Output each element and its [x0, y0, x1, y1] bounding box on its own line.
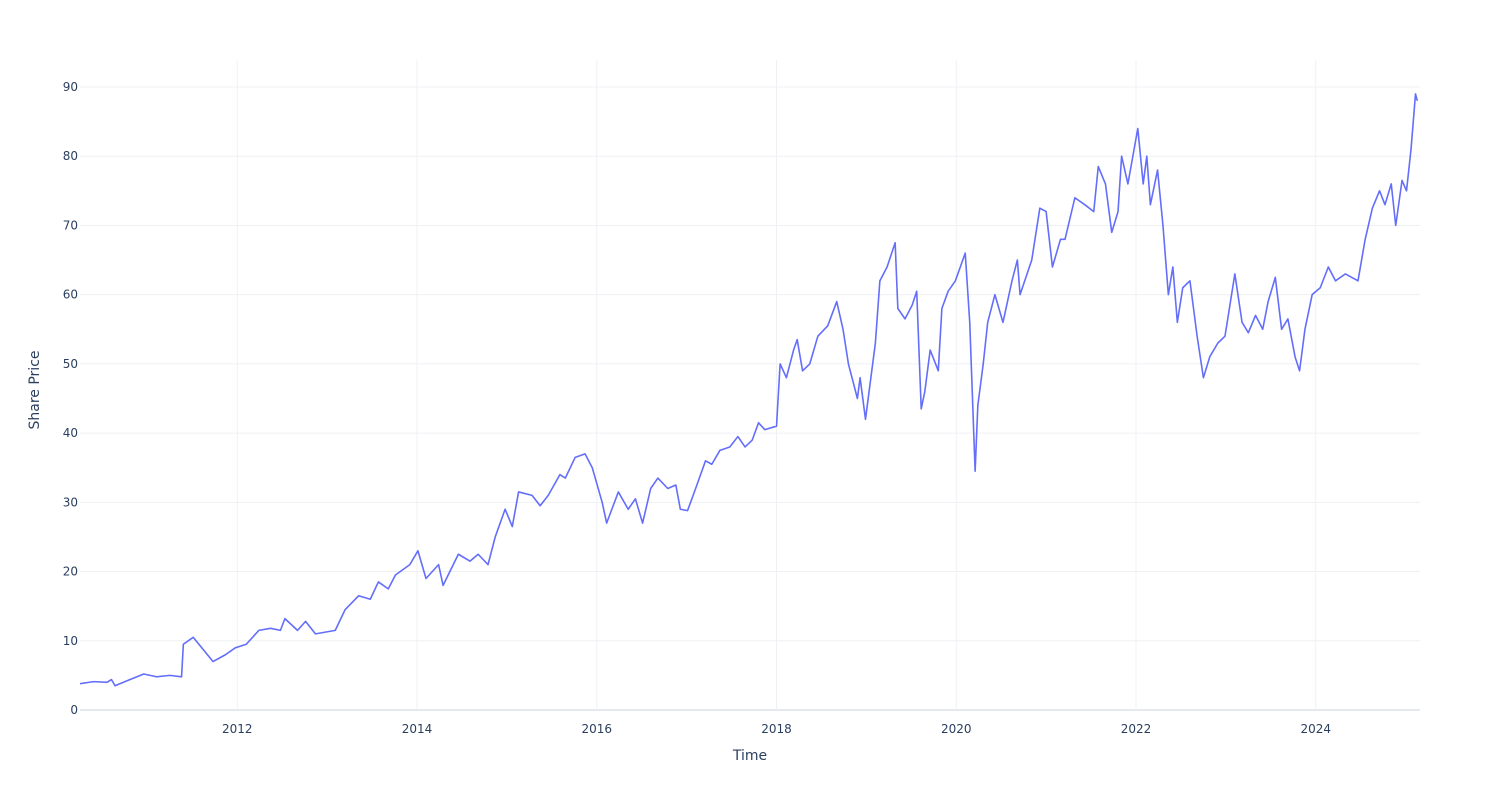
y-tick-label: 50 — [63, 357, 78, 371]
price-line — [79, 93, 1419, 687]
x-axis-title: Time — [732, 748, 767, 764]
grid — [80, 60, 1420, 711]
plot-area — [79, 93, 1419, 687]
x-tick-label: 2020 — [941, 722, 972, 736]
y-tick-label: 40 — [63, 426, 78, 440]
y-tick-label: 30 — [63, 495, 78, 509]
y-tick-label: 80 — [63, 149, 78, 163]
y-tick-label: 0 — [70, 703, 78, 717]
x-tick-label: 2014 — [402, 722, 433, 736]
y-tick-label: 90 — [63, 80, 78, 94]
y-axis-title: Share Price — [27, 350, 43, 429]
y-tick-label: 20 — [63, 565, 78, 579]
y-tick-label: 10 — [63, 634, 78, 648]
x-tick-label: 2012 — [222, 722, 253, 736]
x-tick-label: 2022 — [1121, 722, 1152, 736]
x-tick-label: 2016 — [581, 722, 612, 736]
y-tick-label: 70 — [63, 218, 78, 232]
y-tick-label: 60 — [63, 288, 78, 302]
x-tick-label: 2018 — [761, 722, 792, 736]
x-tick-label: 2024 — [1300, 722, 1331, 736]
